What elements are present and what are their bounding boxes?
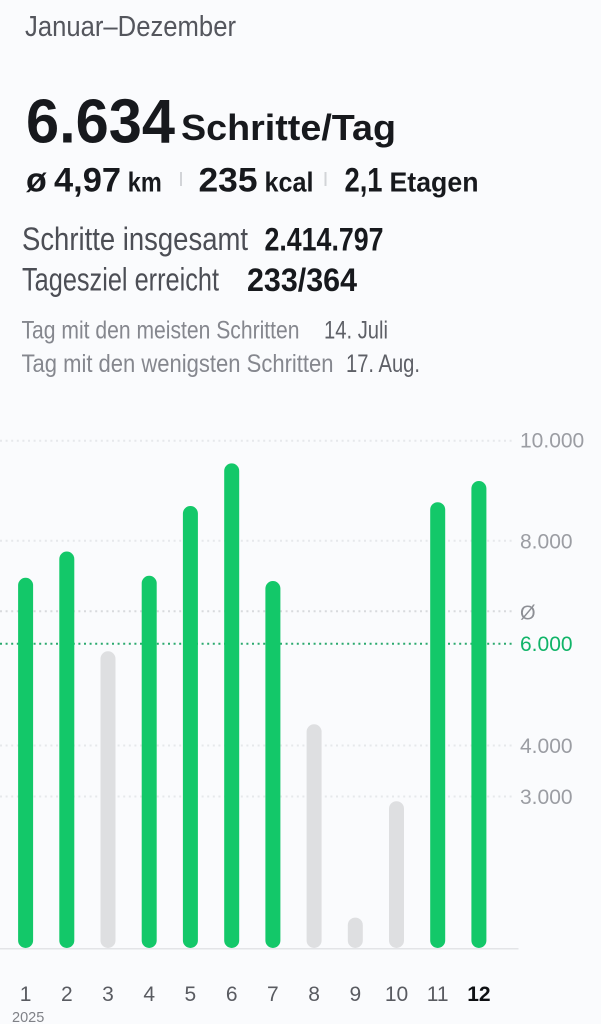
svg-text:235: 235 bbox=[199, 162, 258, 200]
svg-text:8: 8 bbox=[308, 983, 320, 1006]
svg-text:5: 5 bbox=[185, 983, 197, 1006]
svg-text:10.000: 10.000 bbox=[520, 430, 584, 453]
svg-text:3.000: 3.000 bbox=[520, 786, 573, 809]
svg-text:2,1: 2,1 bbox=[345, 162, 383, 200]
svg-text:7: 7 bbox=[267, 983, 279, 1006]
svg-text:Januar–Dezember: Januar–Dezember bbox=[25, 11, 236, 43]
svg-text:17. Aug.: 17. Aug. bbox=[346, 350, 420, 378]
svg-text:4,97: 4,97 bbox=[54, 162, 121, 200]
svg-text:9: 9 bbox=[349, 983, 361, 1006]
svg-text:2025: 2025 bbox=[12, 1010, 44, 1024]
svg-text:Tag mit den wenigsten Schritte: Tag mit den wenigsten Schritten bbox=[22, 350, 334, 378]
svg-text:km: km bbox=[128, 167, 162, 198]
svg-text:10: 10 bbox=[385, 983, 408, 1006]
svg-text:233/364: 233/364 bbox=[247, 262, 357, 298]
svg-text:Tag mit den meisten Schritten: Tag mit den meisten Schritten bbox=[22, 317, 300, 345]
svg-text:1: 1 bbox=[20, 983, 32, 1006]
svg-text:8.000: 8.000 bbox=[520, 530, 573, 553]
svg-text:4.000: 4.000 bbox=[520, 735, 573, 758]
svg-text:Etagen: Etagen bbox=[390, 167, 479, 198]
svg-text:2.414.797: 2.414.797 bbox=[265, 222, 384, 258]
svg-text:2: 2 bbox=[61, 983, 73, 1006]
svg-text:6.000: 6.000 bbox=[520, 633, 573, 656]
svg-text:Ø: Ø bbox=[520, 603, 536, 625]
svg-text:14. Juli: 14. Juli bbox=[324, 317, 388, 345]
svg-text:6: 6 bbox=[226, 983, 238, 1006]
svg-text:kcal: kcal bbox=[265, 167, 314, 198]
svg-text:Tagesziel erreicht: Tagesziel erreicht bbox=[22, 262, 219, 298]
svg-text:11: 11 bbox=[427, 983, 449, 1006]
svg-text:Schritte insgesamt: Schritte insgesamt bbox=[22, 221, 248, 257]
svg-text:6.634: 6.634 bbox=[26, 87, 175, 157]
svg-text:12: 12 bbox=[467, 983, 490, 1006]
svg-text:ø: ø bbox=[26, 162, 47, 200]
svg-text:Schritte/Tag: Schritte/Tag bbox=[181, 107, 396, 148]
svg-text:3: 3 bbox=[102, 983, 114, 1006]
svg-text:4: 4 bbox=[143, 983, 155, 1006]
